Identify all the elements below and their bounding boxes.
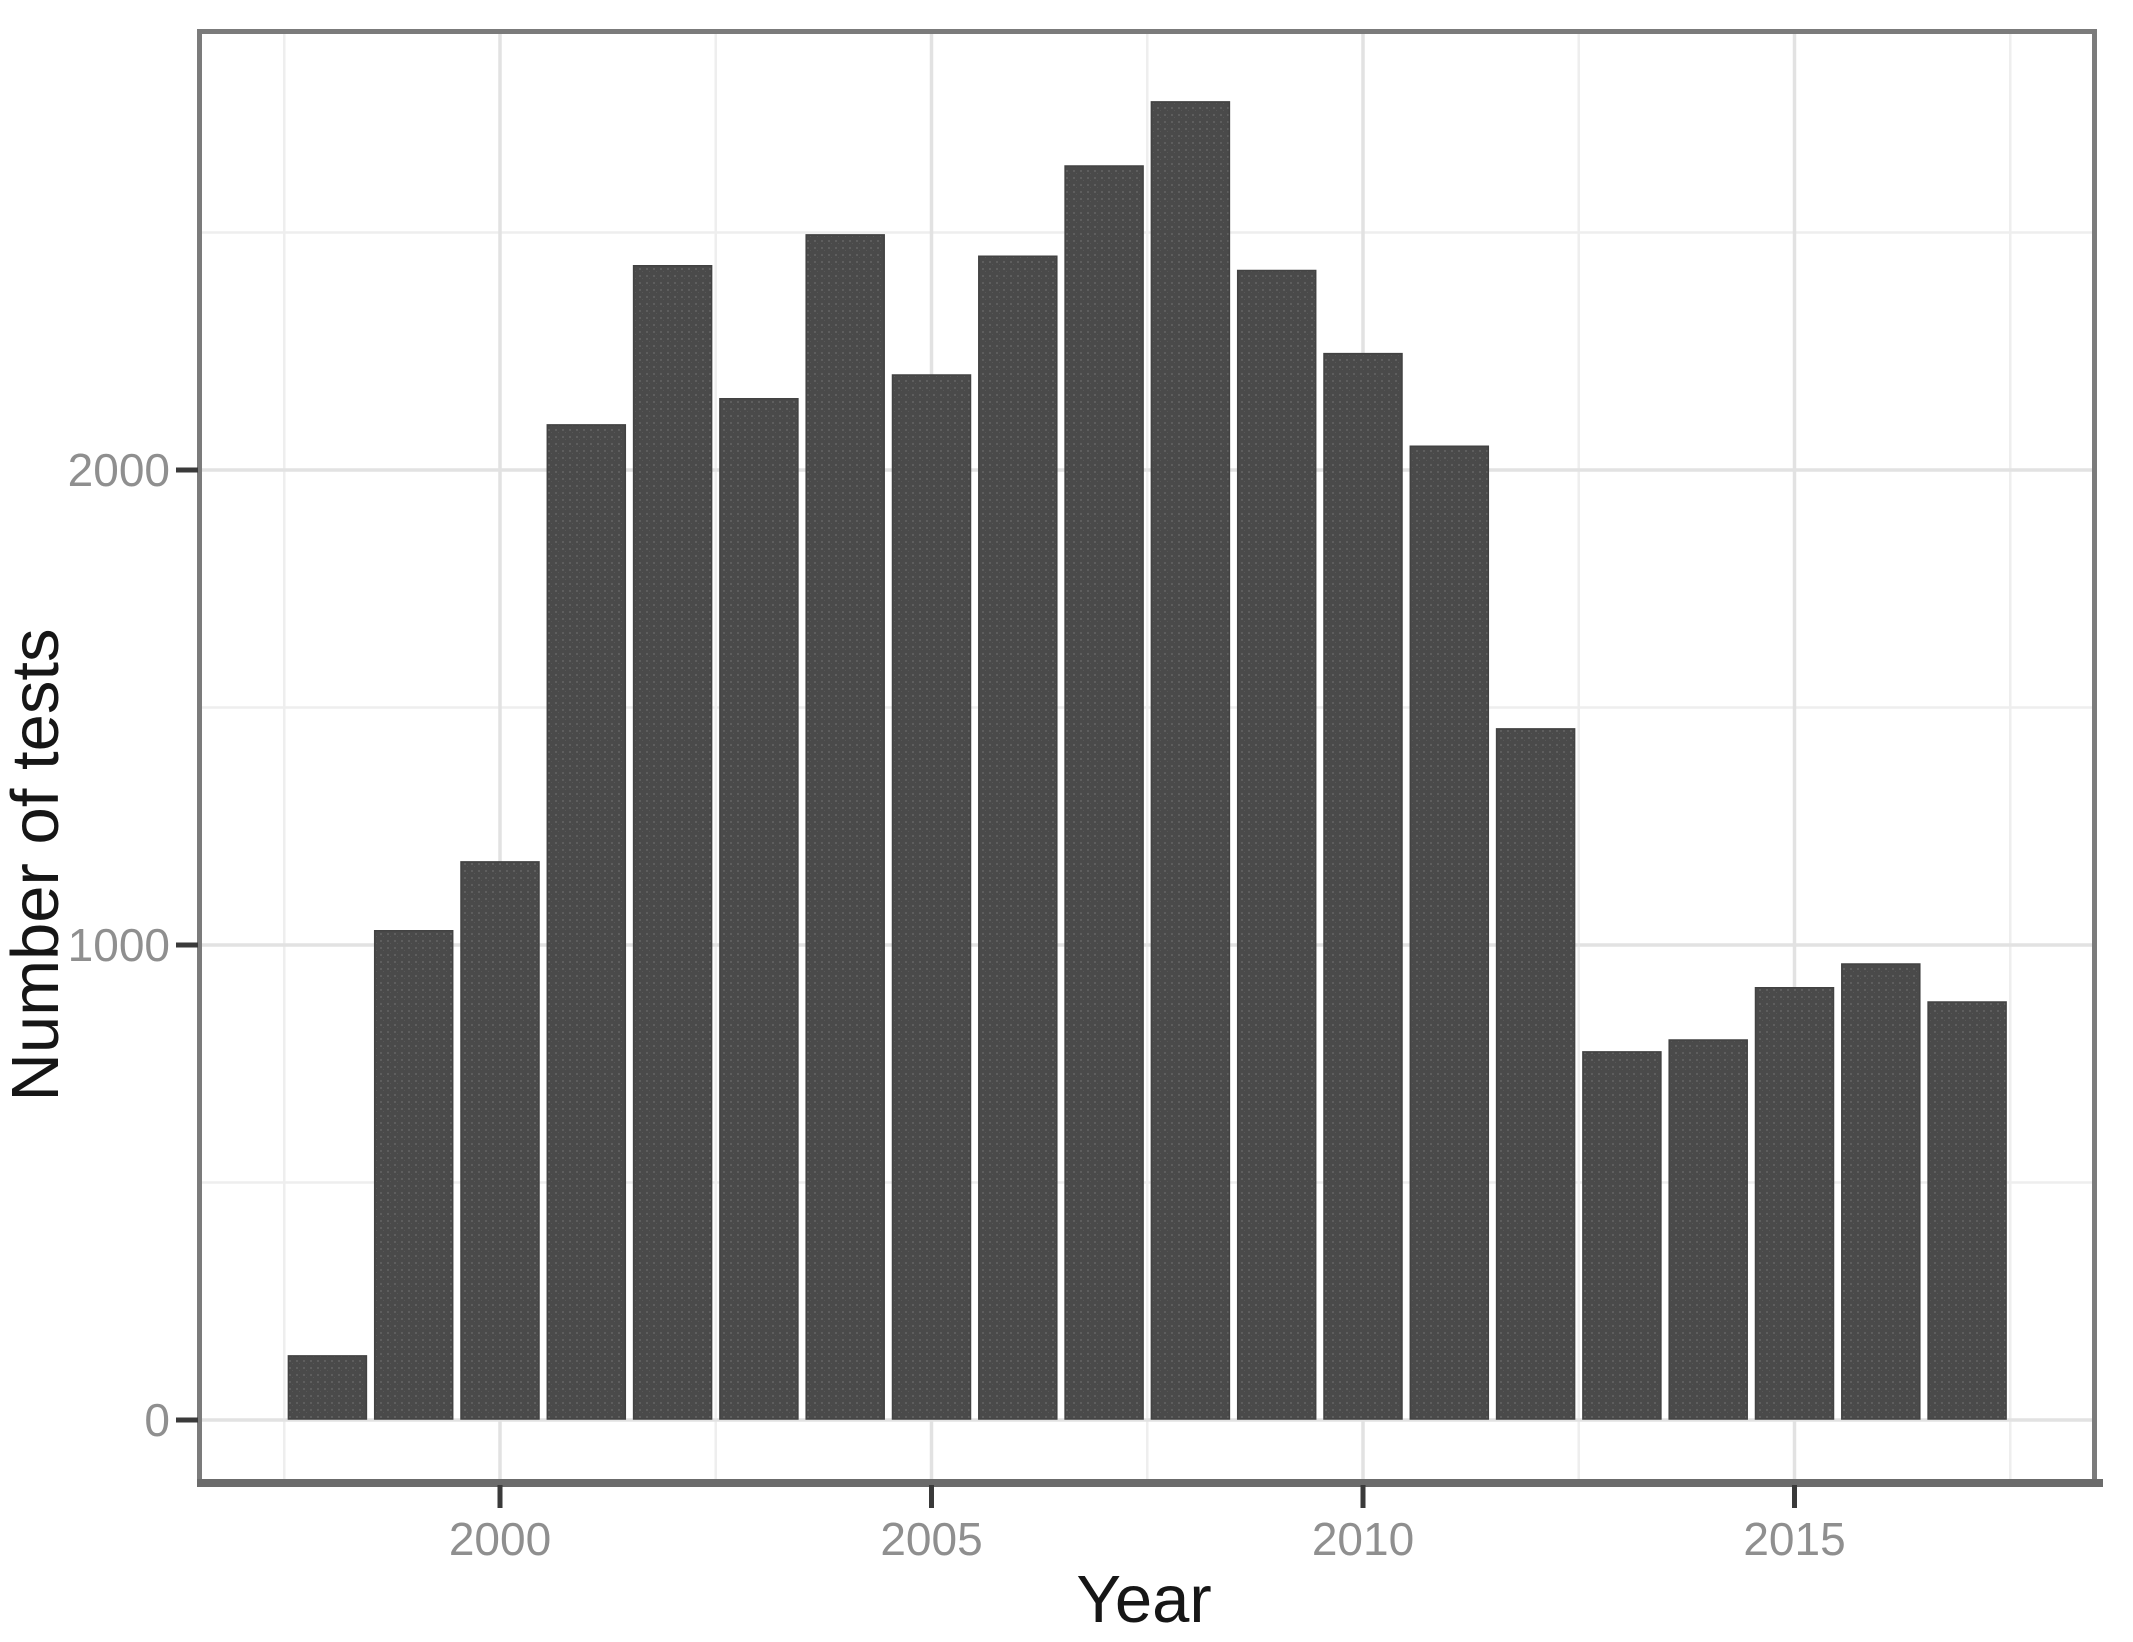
bar-year-2017 — [1927, 1001, 2007, 1420]
bar-layer — [287, 101, 2007, 1420]
bar-year-2014 — [1668, 1039, 1748, 1420]
bar-year-2009 — [1236, 269, 1317, 1420]
tick-label-layer: 0 1000 2000 2000 2005 2010 2015 — [68, 444, 1846, 1565]
x-tick-label: 2010 — [1312, 1513, 1414, 1565]
bar-year-2015 — [1754, 987, 1835, 1420]
bar-year-2007 — [1064, 165, 1144, 1420]
y-tick-label: 0 — [144, 1394, 170, 1446]
bar-year-2013 — [1582, 1051, 1662, 1420]
bar-year-1998 — [287, 1355, 368, 1420]
bar-year-2012 — [1495, 728, 1576, 1420]
y-axis-title: Number of tests — [0, 629, 73, 1102]
x-tick-label: 2015 — [1743, 1513, 1845, 1565]
panel-border — [197, 29, 2103, 1487]
bar-year-2001 — [546, 424, 627, 1420]
bar-year-2002 — [632, 265, 713, 1420]
y-tick-label: 1000 — [68, 919, 170, 971]
y-tick-label: 2000 — [68, 444, 170, 496]
bar-year-2010 — [1323, 352, 1403, 1420]
bar-year-2008 — [1150, 101, 1231, 1420]
bar-year-2011 — [1409, 445, 1490, 1420]
x-tick-label: 2005 — [880, 1513, 982, 1565]
bar-year-2003 — [719, 398, 799, 1420]
bar-year-2004 — [805, 234, 885, 1420]
x-axis-title: Year — [1076, 1562, 1211, 1637]
bar-year-2006 — [978, 255, 1058, 1420]
bar-year-2000 — [460, 861, 540, 1420]
x-tick-label: 2000 — [449, 1513, 551, 1565]
tick-layer — [176, 467, 1797, 1508]
bar-year-2016 — [1841, 963, 1921, 1420]
bar-year-2005 — [891, 374, 972, 1420]
bar-year-1999 — [373, 930, 454, 1420]
